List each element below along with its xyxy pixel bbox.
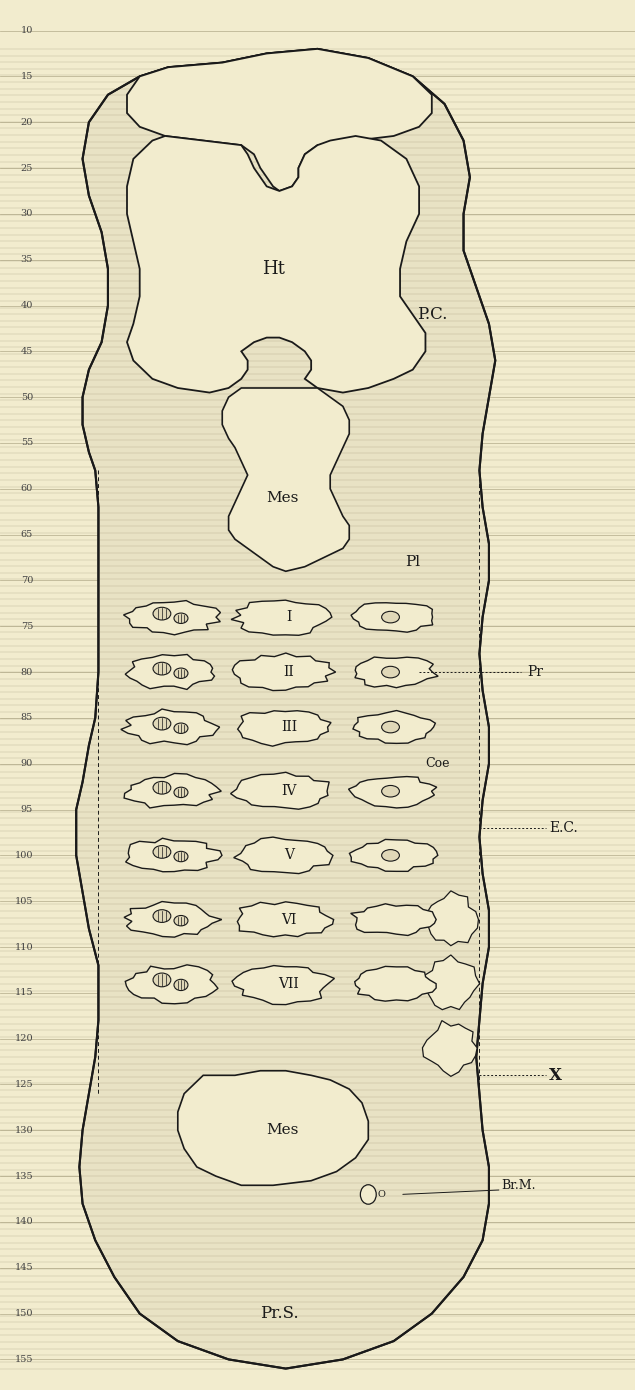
Ellipse shape <box>153 909 171 923</box>
Text: Pl: Pl <box>405 555 420 569</box>
Text: 25: 25 <box>21 164 33 172</box>
Text: 45: 45 <box>21 348 33 356</box>
Text: 115: 115 <box>15 988 33 998</box>
Polygon shape <box>349 840 438 872</box>
Text: 150: 150 <box>15 1309 33 1318</box>
Ellipse shape <box>174 787 188 798</box>
Polygon shape <box>127 136 425 392</box>
Text: O: O <box>377 1190 385 1200</box>
Polygon shape <box>178 1070 368 1186</box>
Text: 130: 130 <box>15 1126 33 1134</box>
Polygon shape <box>422 955 479 1009</box>
Text: Mes: Mes <box>267 491 298 505</box>
Polygon shape <box>232 966 335 1005</box>
Text: II: II <box>284 664 294 680</box>
Polygon shape <box>237 710 331 746</box>
Ellipse shape <box>174 980 188 991</box>
Polygon shape <box>349 777 437 808</box>
Ellipse shape <box>153 607 171 620</box>
Polygon shape <box>76 49 495 1369</box>
Polygon shape <box>124 902 222 937</box>
Text: III: III <box>281 720 297 734</box>
Polygon shape <box>422 1020 477 1076</box>
Text: Br.M.: Br.M. <box>502 1179 536 1191</box>
Text: 65: 65 <box>21 530 33 539</box>
Polygon shape <box>353 710 436 744</box>
Text: 50: 50 <box>21 392 33 402</box>
Text: 85: 85 <box>21 713 33 723</box>
Ellipse shape <box>153 717 171 730</box>
Text: Mes: Mes <box>267 1123 298 1137</box>
Polygon shape <box>351 904 436 935</box>
Text: Pr.S.: Pr.S. <box>260 1305 298 1322</box>
Text: 20: 20 <box>21 118 33 126</box>
Ellipse shape <box>382 785 399 796</box>
Polygon shape <box>125 965 218 1004</box>
Ellipse shape <box>174 723 188 734</box>
Text: 15: 15 <box>21 72 33 81</box>
Polygon shape <box>237 902 333 937</box>
Text: Coe: Coe <box>425 758 450 770</box>
Polygon shape <box>125 655 215 689</box>
Text: E.C.: E.C. <box>549 821 578 835</box>
Polygon shape <box>232 653 336 691</box>
Ellipse shape <box>153 973 171 987</box>
Ellipse shape <box>382 849 399 862</box>
Ellipse shape <box>174 613 188 624</box>
Text: Ht: Ht <box>262 260 284 278</box>
Text: 55: 55 <box>21 438 33 448</box>
Text: 120: 120 <box>15 1034 33 1042</box>
Text: 75: 75 <box>21 621 33 631</box>
Text: 10: 10 <box>21 26 33 35</box>
Text: 105: 105 <box>15 897 33 906</box>
Text: 110: 110 <box>15 942 33 952</box>
Ellipse shape <box>174 916 188 926</box>
Text: 80: 80 <box>21 667 33 677</box>
Polygon shape <box>124 773 221 808</box>
Polygon shape <box>121 709 220 745</box>
Text: 135: 135 <box>15 1172 33 1180</box>
Text: 95: 95 <box>21 805 33 815</box>
Polygon shape <box>126 838 222 872</box>
Text: Pr: Pr <box>527 664 543 680</box>
Text: V: V <box>284 848 294 862</box>
Text: 125: 125 <box>15 1080 33 1088</box>
Polygon shape <box>422 891 478 945</box>
Polygon shape <box>124 600 220 635</box>
Polygon shape <box>127 49 432 190</box>
Ellipse shape <box>153 781 171 794</box>
Text: 90: 90 <box>21 759 33 769</box>
Ellipse shape <box>382 721 399 733</box>
Text: X: X <box>549 1066 562 1084</box>
Text: I: I <box>286 610 291 624</box>
Ellipse shape <box>382 666 399 678</box>
Text: 145: 145 <box>15 1264 33 1272</box>
Polygon shape <box>222 388 349 571</box>
Polygon shape <box>231 600 332 635</box>
Ellipse shape <box>382 612 399 623</box>
Text: 100: 100 <box>15 851 33 860</box>
Text: 35: 35 <box>21 256 33 264</box>
Polygon shape <box>351 603 432 632</box>
Text: 155: 155 <box>15 1355 33 1364</box>
Polygon shape <box>231 773 329 809</box>
Polygon shape <box>234 837 333 873</box>
Polygon shape <box>355 966 436 1001</box>
Text: 70: 70 <box>21 575 33 585</box>
Polygon shape <box>355 657 438 688</box>
Text: P.C.: P.C. <box>417 306 447 324</box>
Ellipse shape <box>153 662 171 676</box>
Text: VII: VII <box>279 977 299 991</box>
Text: VI: VI <box>281 912 297 927</box>
Text: 40: 40 <box>21 302 33 310</box>
Ellipse shape <box>174 851 188 862</box>
Ellipse shape <box>174 669 188 678</box>
Ellipse shape <box>360 1184 376 1204</box>
Text: IV: IV <box>281 784 297 798</box>
Text: 140: 140 <box>15 1218 33 1226</box>
Ellipse shape <box>153 845 171 858</box>
Text: 60: 60 <box>21 484 33 493</box>
Text: 30: 30 <box>21 210 33 218</box>
